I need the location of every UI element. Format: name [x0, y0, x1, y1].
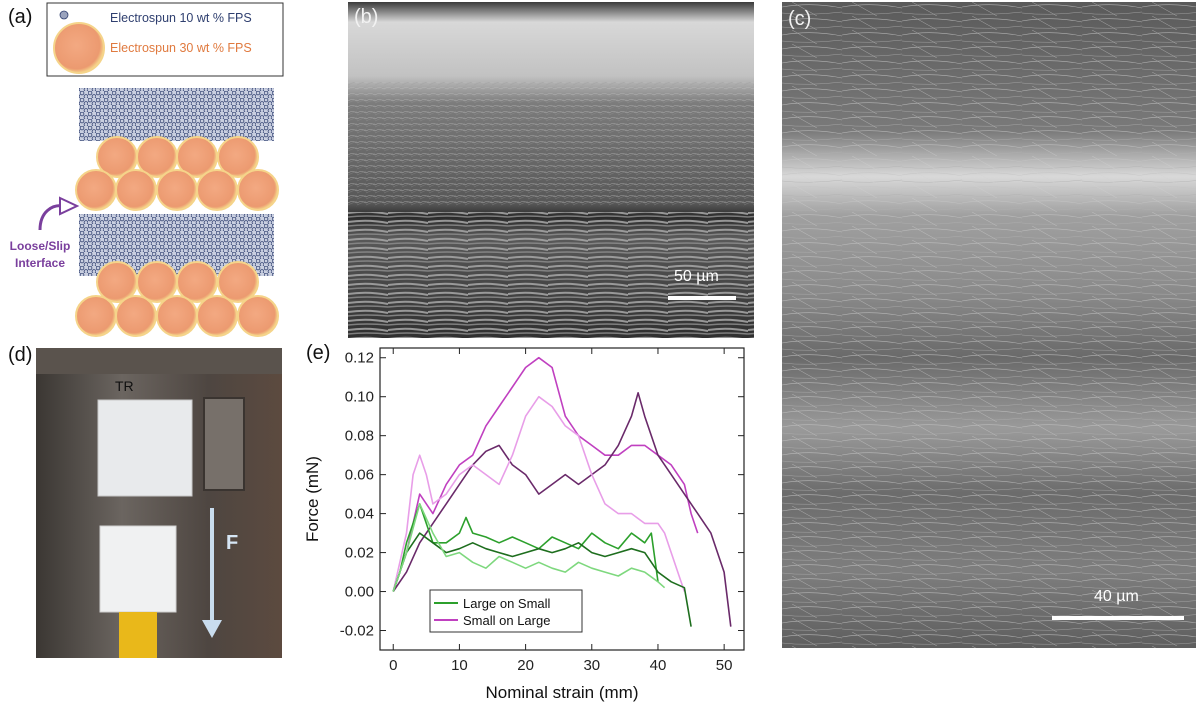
- panel-a: (a): [0, 0, 345, 345]
- y-axis-label: Force (mN): [303, 456, 322, 542]
- scale-bar-c-label: 40 µm: [1094, 588, 1139, 605]
- legend-box: [429, 589, 583, 633]
- large-fiber-icon: [53, 22, 105, 74]
- panel-e-label: (e): [306, 342, 331, 364]
- y-tick-label: 0.10: [345, 389, 374, 406]
- y-tick-label: 0.12: [345, 350, 374, 367]
- y-tick-label: 0.00: [345, 584, 374, 601]
- force-strain-chart: 0 10 20 30 40 50 0.12 0.10 0.08 0.06 0.04 0.02 0.00 -…: [303, 347, 745, 702]
- x-axis-label: Nominal strain (mm): [485, 683, 638, 702]
- legend-label: Large on Small: [463, 596, 551, 611]
- interface-label-line2: Interface: [14, 256, 66, 270]
- panel-b-label: (b): [354, 6, 379, 28]
- series-line: [392, 503, 666, 592]
- panel-d-label: (d): [8, 344, 33, 366]
- x-tick-label: 30: [583, 657, 600, 674]
- schematic-svg: [38, 2, 284, 337]
- small-fiber-icon: [59, 10, 69, 20]
- force-label: F: [226, 532, 239, 554]
- panel-b: (b) 50 µm: [348, 2, 754, 338]
- series-line: [392, 395, 686, 592]
- x-tick-label: 20: [517, 657, 534, 674]
- large-fiber-row-2: [75, 261, 279, 337]
- sem-image-b: [348, 2, 754, 338]
- y-tick-label: -0.02: [340, 623, 374, 640]
- panel-d: (d) TR F: [0, 340, 300, 665]
- tensile-photo: [36, 348, 282, 658]
- x-tick-label: 40: [650, 657, 667, 674]
- x-tick-label: 0: [389, 657, 397, 674]
- legend-label: Small on Large: [463, 613, 550, 628]
- large-fiber-row-1: [75, 136, 279, 211]
- legend-small-text: Electrospun 10 wt % FPS: [110, 11, 252, 25]
- panel-e: (e) 0 10 20 30 40 50 0.12 0.10 0.08 0.06 0.04 0.02 0…: [300, 338, 770, 705]
- lower-film-sample: [99, 525, 177, 613]
- sem-image-c: [782, 2, 1196, 648]
- scale-bar-c: [1052, 616, 1184, 620]
- tape-tab: [119, 612, 157, 658]
- x-tick-label: 10: [451, 657, 468, 674]
- y-tick-label: 0.08: [345, 428, 374, 445]
- y-tick-label: 0.06: [345, 467, 374, 484]
- legend-large-text: Electrospun 30 wt % FPS: [110, 41, 252, 55]
- x-tick-label: 50: [716, 657, 733, 674]
- scale-bar-b-label: 50 µm: [674, 268, 719, 285]
- y-tick-label: 0.02: [345, 545, 374, 562]
- series-line: [392, 532, 692, 627]
- upper-film-sample: [97, 399, 193, 497]
- panel-a-label: (a): [8, 6, 33, 28]
- scale-bar-b: [668, 296, 736, 300]
- panel-c-label: (c): [788, 8, 812, 30]
- interface-label-line1: Loose/Slip: [9, 239, 71, 253]
- panel-c: (c) 40 µm: [782, 2, 1196, 648]
- interface-label: Loose/Slip Interface: [2, 238, 78, 272]
- sample-mark: TR: [115, 378, 134, 394]
- y-tick-label: 0.04: [345, 506, 374, 523]
- series-line: [392, 391, 732, 627]
